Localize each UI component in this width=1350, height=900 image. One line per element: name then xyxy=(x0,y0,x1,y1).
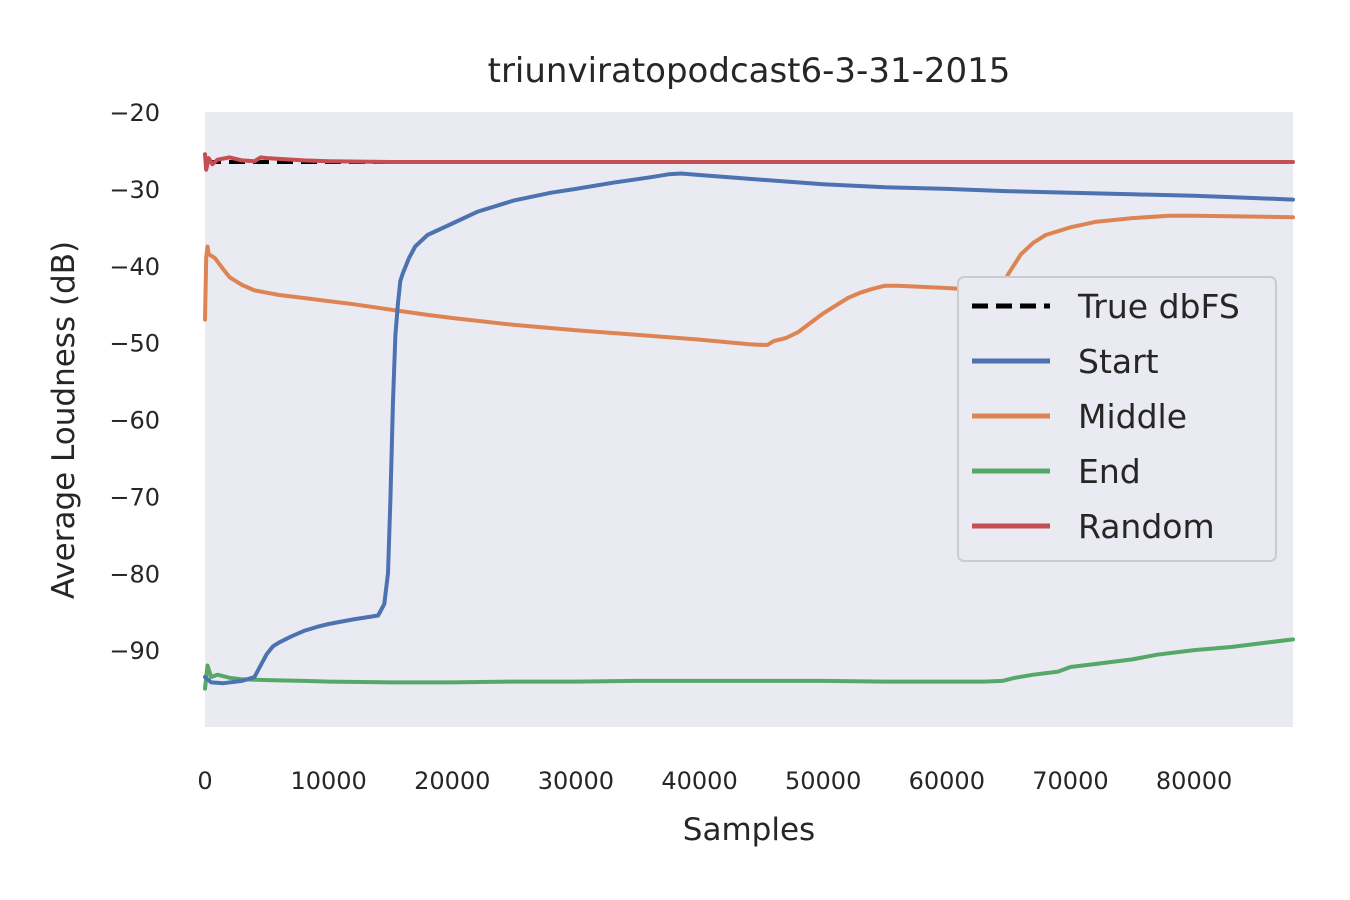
y-tick-labels: −20 −30 −40 −50 −60 −70 −80 −90 xyxy=(109,99,160,665)
legend-label-end: End xyxy=(1078,452,1141,491)
y-axis-label: Average Loudness (dB) xyxy=(46,241,82,599)
legend-box xyxy=(957,276,1277,562)
legend-label-true-dbfs: True dbFS xyxy=(1077,287,1240,326)
y-tick-label: −90 xyxy=(109,637,160,665)
y-tick-label: −20 xyxy=(109,99,160,127)
y-tick-label: −50 xyxy=(109,330,160,358)
y-tick-label: −30 xyxy=(109,176,160,204)
x-tick-label: 40000 xyxy=(661,767,737,795)
y-tick-label: −60 xyxy=(109,407,160,435)
series-line-middle xyxy=(203,213,1295,347)
y-tick-label: −70 xyxy=(109,483,160,511)
x-tick-labels: 0 10000 20000 30000 40000 50000 60000 70000 8000… xyxy=(197,767,1232,795)
x-tick-label: 0 xyxy=(197,767,212,795)
x-tick-label: 60000 xyxy=(909,767,985,795)
legend-label-random: Random xyxy=(1078,507,1215,546)
y-tick-label: −80 xyxy=(109,560,160,588)
series-layer xyxy=(203,152,1295,691)
x-tick-label: 80000 xyxy=(1156,767,1232,795)
x-tick-label: 10000 xyxy=(290,767,366,795)
legend-label-middle: Middle xyxy=(1078,397,1187,436)
x-tick-label: 30000 xyxy=(538,767,614,795)
x-tick-label: 70000 xyxy=(1032,767,1108,795)
x-axis-label: Samples xyxy=(683,812,815,848)
x-tick-label: 50000 xyxy=(785,767,861,795)
legend: True dbFS Start Middle End Random xyxy=(957,276,1277,562)
x-tick-label: 20000 xyxy=(414,767,490,795)
series-line-start xyxy=(203,171,1295,686)
y-tick-label: −40 xyxy=(109,253,160,281)
legend-label-start: Start xyxy=(1078,342,1159,381)
chart-title: triunviratopodcast6-3-31-2015 xyxy=(488,51,1011,91)
series-line-random xyxy=(203,152,1295,172)
